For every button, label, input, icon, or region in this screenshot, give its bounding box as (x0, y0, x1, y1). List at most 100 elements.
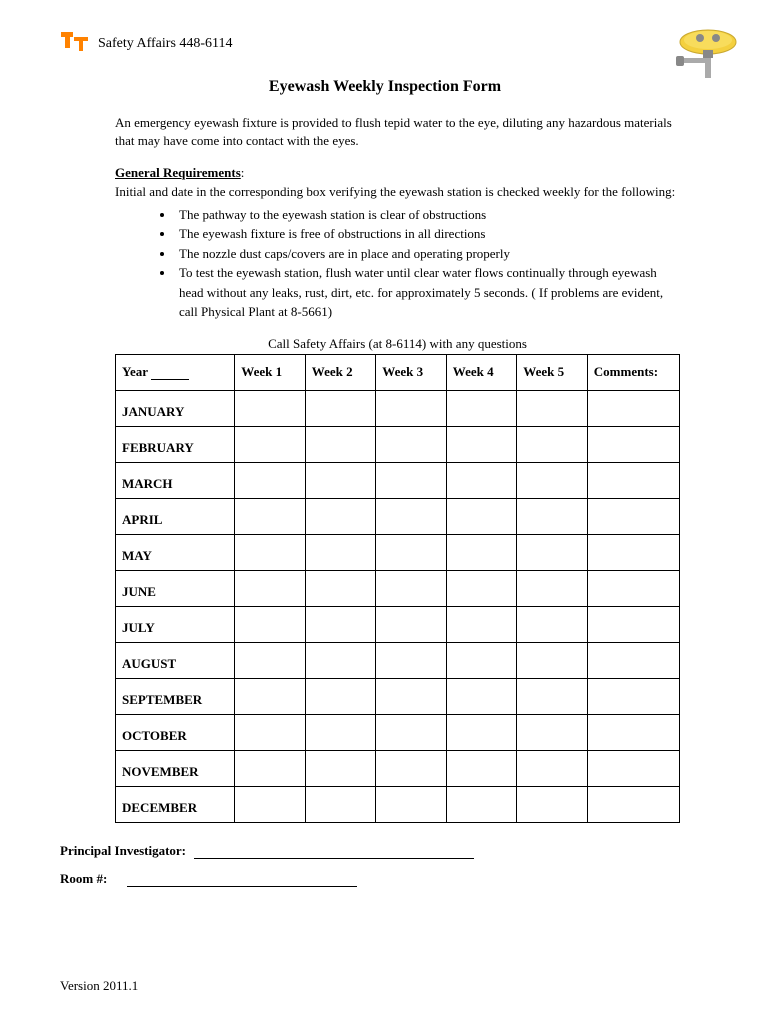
ut-logo-icon (60, 30, 90, 58)
week-header: Week 4 (446, 354, 517, 390)
inspection-cell[interactable] (446, 786, 517, 822)
inspection-cell[interactable] (446, 498, 517, 534)
inspection-cell[interactable] (446, 426, 517, 462)
table-header-row: Year Week 1 Week 2 Week 3 Week 4 Week 5 … (116, 354, 680, 390)
inspection-cell[interactable] (376, 750, 447, 786)
inspection-cell[interactable] (305, 714, 376, 750)
month-cell: AUGUST (116, 642, 235, 678)
inspection-cell[interactable] (587, 570, 679, 606)
month-cell: FEBRUARY (116, 426, 235, 462)
inspection-cell[interactable] (446, 642, 517, 678)
inspection-cell[interactable] (235, 750, 306, 786)
inspection-cell[interactable] (517, 570, 588, 606)
inspection-cell[interactable] (446, 606, 517, 642)
month-cell: OCTOBER (116, 714, 235, 750)
inspection-cell[interactable] (305, 642, 376, 678)
inspection-cell[interactable] (517, 498, 588, 534)
inspection-cell[interactable] (587, 678, 679, 714)
inspection-cell[interactable] (587, 714, 679, 750)
inspection-cell[interactable] (587, 642, 679, 678)
inspection-cell[interactable] (446, 534, 517, 570)
inspection-cell[interactable] (587, 534, 679, 570)
inspection-cell[interactable] (517, 678, 588, 714)
intro-paragraph: An emergency eyewash fixture is provided… (115, 114, 680, 150)
inspection-cell[interactable] (446, 390, 517, 426)
inspection-cell[interactable] (235, 426, 306, 462)
inspection-cell[interactable] (517, 714, 588, 750)
week-header: Week 2 (305, 354, 376, 390)
header-text: Safety Affairs 448-6114 (98, 36, 233, 52)
inspection-cell[interactable] (376, 714, 447, 750)
inspection-cell[interactable] (517, 750, 588, 786)
inspection-cell[interactable] (235, 714, 306, 750)
inspection-cell[interactable] (517, 786, 588, 822)
inspection-cell[interactable] (517, 462, 588, 498)
inspection-cell[interactable] (587, 390, 679, 426)
inspection-cell[interactable] (235, 534, 306, 570)
inspection-cell[interactable] (235, 786, 306, 822)
inspection-cell[interactable] (517, 426, 588, 462)
inspection-cell[interactable] (587, 498, 679, 534)
month-cell: NOVEMBER (116, 750, 235, 786)
inspection-table: Year Week 1 Week 2 Week 3 Week 4 Week 5 … (115, 354, 680, 823)
inspection-cell[interactable] (235, 498, 306, 534)
table-row: FEBRUARY (116, 426, 680, 462)
table-row: DECEMBER (116, 786, 680, 822)
inspection-cell[interactable] (446, 750, 517, 786)
inspection-cell[interactable] (305, 462, 376, 498)
inspection-cell[interactable] (376, 390, 447, 426)
list-item: The nozzle dust caps/covers are in place… (175, 244, 680, 264)
inspection-cell[interactable] (305, 786, 376, 822)
inspection-cell[interactable] (517, 606, 588, 642)
inspection-cell[interactable] (235, 390, 306, 426)
inspection-cell[interactable] (305, 570, 376, 606)
table-row: SEPTEMBER (116, 678, 680, 714)
inspection-cell[interactable] (446, 570, 517, 606)
inspection-cell[interactable] (376, 642, 447, 678)
inspection-cell[interactable] (305, 750, 376, 786)
requirements-heading: General Requirements (115, 165, 241, 180)
inspection-cell[interactable] (376, 678, 447, 714)
inspection-cell[interactable] (587, 786, 679, 822)
inspection-cell[interactable] (305, 534, 376, 570)
inspection-cell[interactable] (376, 426, 447, 462)
table-row: APRIL (116, 498, 680, 534)
inspection-cell[interactable] (376, 570, 447, 606)
inspection-cell[interactable] (517, 390, 588, 426)
requirements-section: General Requirements: Initial and date i… (115, 164, 680, 200)
inspection-cell[interactable] (587, 606, 679, 642)
inspection-cell[interactable] (446, 678, 517, 714)
inspection-cell[interactable] (305, 390, 376, 426)
content-area: An emergency eyewash fixture is provided… (60, 114, 710, 823)
requirements-colon: : (241, 165, 245, 180)
inspection-cell[interactable] (376, 606, 447, 642)
inspection-cell[interactable] (517, 534, 588, 570)
inspection-cell[interactable] (446, 462, 517, 498)
inspection-cell[interactable] (235, 678, 306, 714)
inspection-cell[interactable] (305, 426, 376, 462)
inspection-cell[interactable] (587, 750, 679, 786)
inspection-cell[interactable] (305, 606, 376, 642)
inspection-cell[interactable] (587, 462, 679, 498)
month-cell: MARCH (116, 462, 235, 498)
inspection-cell[interactable] (446, 714, 517, 750)
table-row: AUGUST (116, 642, 680, 678)
week-header: Week 5 (517, 354, 588, 390)
inspection-cell[interactable] (305, 678, 376, 714)
inspection-cell[interactable] (305, 498, 376, 534)
list-item: To test the eyewash station, flush water… (175, 263, 680, 322)
inspection-cell[interactable] (587, 426, 679, 462)
inspection-cell[interactable] (235, 462, 306, 498)
inspection-cell[interactable] (376, 462, 447, 498)
inspection-cell[interactable] (517, 642, 588, 678)
inspection-cell[interactable] (376, 786, 447, 822)
inspection-cell[interactable] (235, 642, 306, 678)
inspection-cell[interactable] (235, 570, 306, 606)
inspection-cell[interactable] (376, 498, 447, 534)
inspection-cell[interactable] (235, 606, 306, 642)
inspection-cell[interactable] (376, 534, 447, 570)
month-cell: APRIL (116, 498, 235, 534)
form-title: Eyewash Weekly Inspection Form (60, 78, 710, 96)
month-cell: JANUARY (116, 390, 235, 426)
month-cell: DECEMBER (116, 786, 235, 822)
